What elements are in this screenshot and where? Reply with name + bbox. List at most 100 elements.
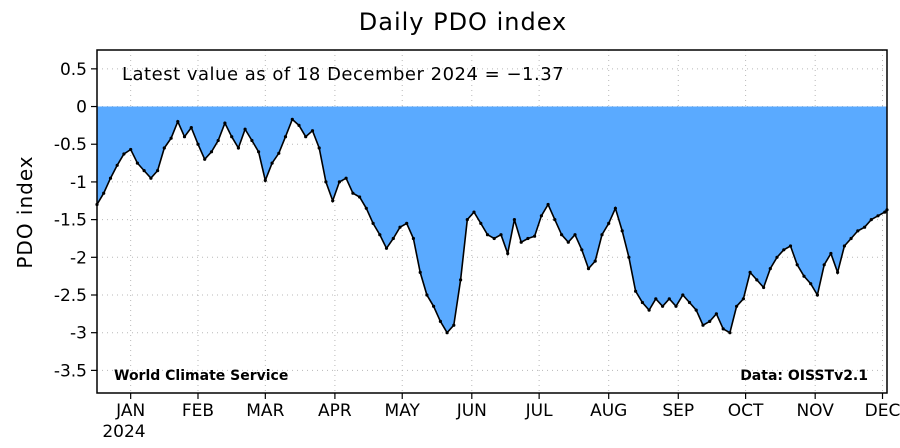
data-point (149, 176, 153, 180)
data-point (883, 210, 887, 214)
data-point (869, 218, 873, 222)
data-point (162, 146, 166, 150)
data-point (634, 289, 638, 293)
data-point (573, 233, 577, 237)
data-point (283, 135, 288, 139)
data-point (438, 319, 442, 323)
y-axis-label: PDO index (13, 155, 37, 268)
x-tick-label: FEB (182, 401, 214, 421)
data-point (667, 297, 671, 301)
x-tick-label: SEP (662, 401, 694, 421)
x-year-label: 2024 (102, 422, 145, 442)
data-point (849, 236, 853, 241)
data-point (378, 233, 382, 237)
x-tick-label: DEC (865, 401, 900, 421)
x-tick-label: JUL (525, 401, 553, 421)
data-point (129, 147, 133, 152)
data-point (310, 129, 315, 133)
data-point (263, 178, 267, 182)
x-axis-ticks: JAN FEB MAR APR MAY JUN JUL AUG SEP OCT NOV DEC (115, 393, 900, 421)
data-point (492, 236, 496, 241)
chart-title: Daily PDO index (359, 8, 568, 36)
data-point (674, 304, 678, 308)
data-point (223, 121, 227, 125)
data-point (741, 297, 746, 301)
y-tick-label: -2.5 (54, 286, 87, 306)
data-point (337, 180, 341, 184)
x-tick-label: AUG (590, 401, 627, 421)
data-point (620, 229, 624, 233)
y-tick-label: -3.5 (54, 361, 87, 381)
data-point (829, 251, 833, 256)
x-tick-label: MAY (385, 401, 421, 421)
data-point (802, 274, 806, 278)
latest-value-annotation: Latest value as of 18 December 2024 = −1… (122, 64, 564, 85)
data-point (708, 319, 712, 323)
data-point (506, 251, 510, 256)
data-point (432, 304, 436, 308)
data-point (681, 293, 685, 297)
data-point (297, 123, 301, 127)
data-point (331, 199, 335, 203)
data-point (553, 218, 557, 222)
data-point (344, 176, 348, 180)
data-point (499, 233, 503, 237)
data-point (142, 169, 146, 173)
data-point (809, 282, 813, 286)
data-point (250, 138, 254, 143)
data-point (485, 233, 490, 237)
data-point (842, 244, 847, 248)
credit-left: World Climate Service (114, 368, 288, 384)
y-axis-ticks: 0.5 0 -0.5 -1 -1.5 -2 -2.5 -3 -3.5 (54, 60, 97, 381)
data-point (815, 293, 820, 297)
y-tick-label: -3 (70, 324, 87, 344)
data-point (795, 263, 799, 267)
data-point (586, 267, 591, 271)
data-point (782, 248, 786, 252)
data-point (593, 259, 597, 263)
data-point (748, 270, 752, 274)
data-point (182, 135, 187, 139)
data-point (566, 240, 570, 244)
y-tick-label: -2 (70, 248, 87, 268)
data-point (452, 323, 456, 327)
data-point (735, 304, 739, 308)
pdo-area-fill (97, 106, 887, 333)
data-point (445, 331, 449, 335)
data-point (627, 255, 631, 259)
data-point (398, 225, 402, 229)
data-point (169, 136, 173, 140)
pdo-area (97, 106, 887, 333)
data-point (607, 221, 611, 225)
data-point (391, 236, 395, 241)
x-tick-label: APR (318, 401, 352, 421)
data-point (721, 327, 725, 331)
y-tick-label: 0.5 (60, 60, 87, 80)
data-point (102, 191, 106, 195)
data-point (405, 221, 409, 225)
data-point (156, 169, 160, 173)
data-point (533, 234, 537, 238)
data-point (836, 270, 840, 274)
data-point (176, 120, 180, 124)
data-point (762, 285, 766, 290)
data-point (519, 240, 523, 244)
data-point (236, 146, 240, 150)
data-point (560, 233, 564, 237)
data-point (580, 248, 584, 252)
data-point (411, 236, 415, 241)
data-point (290, 117, 294, 121)
data-point (526, 236, 530, 241)
data-point (788, 244, 793, 248)
x-tick-label: OCT (728, 401, 764, 421)
data-point (694, 308, 698, 312)
data-point (876, 214, 880, 218)
data-point (351, 191, 355, 195)
x-tick-label: NOV (796, 401, 834, 421)
y-tick-label: 0 (76, 98, 87, 118)
data-point (384, 246, 389, 250)
x-tick-label: MAR (246, 401, 284, 421)
x-tick-label: JAN (115, 401, 145, 421)
data-point (257, 150, 261, 154)
